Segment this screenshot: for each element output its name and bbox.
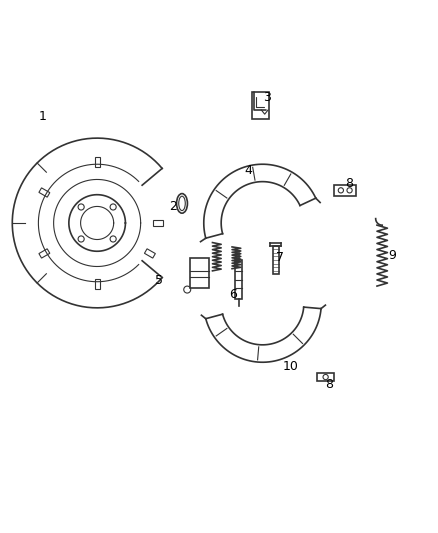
Text: 2: 2 [170, 200, 177, 213]
Bar [153, 220, 163, 225]
Text: 8: 8 [346, 177, 353, 190]
Bar [235, 260, 242, 299]
Text: 3: 3 [263, 91, 271, 104]
Text: 6: 6 [229, 288, 237, 301]
Text: 7: 7 [276, 251, 284, 264]
Bar [39, 249, 50, 258]
Bar [252, 92, 269, 118]
Text: 1: 1 [39, 110, 47, 123]
Text: 4: 4 [245, 164, 253, 177]
Text: 8: 8 [325, 378, 333, 391]
Bar [95, 157, 100, 167]
Text: 9: 9 [388, 249, 396, 262]
Bar [39, 188, 50, 197]
Bar [95, 279, 100, 289]
Text: 5: 5 [155, 274, 163, 287]
Bar [145, 249, 155, 258]
Bar [334, 185, 356, 196]
Bar [190, 258, 209, 288]
Bar [317, 373, 334, 381]
Text: 10: 10 [283, 360, 299, 373]
Bar [272, 246, 279, 274]
